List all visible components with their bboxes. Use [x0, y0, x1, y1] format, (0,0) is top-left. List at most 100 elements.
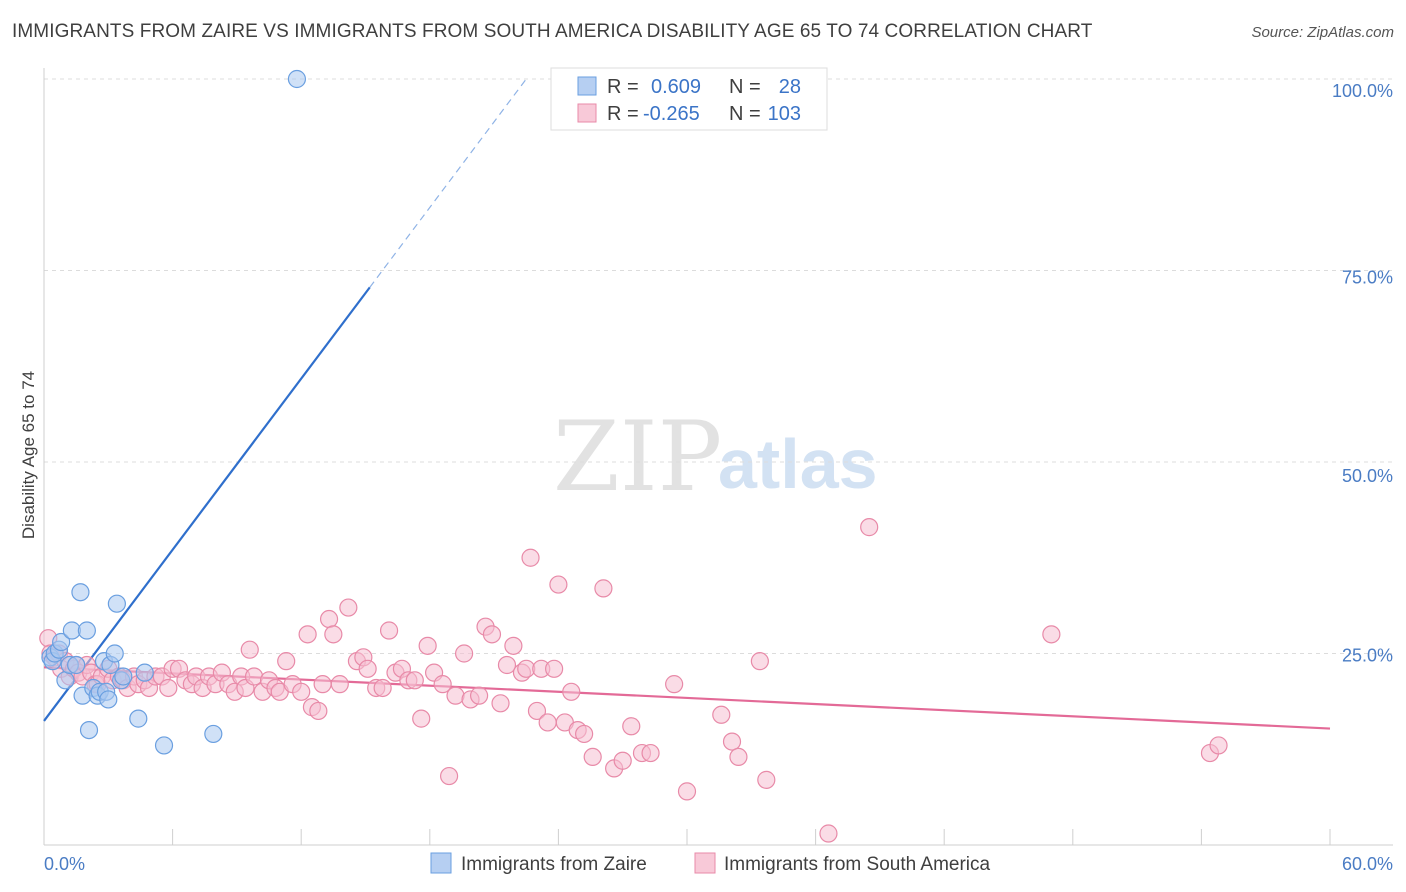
- point-series0-8: [67, 655, 86, 675]
- point-series0-9: [71, 583, 90, 602]
- legend-swatch-south-america: [577, 103, 597, 123]
- axes: [43, 68, 1393, 846]
- point-series0-24: [129, 709, 148, 728]
- watermark-atlas: atlas: [718, 425, 878, 503]
- point-series1-102: [677, 782, 697, 801]
- x-tick-label-min: 0.0%: [44, 854, 85, 874]
- point-series0-21: [107, 594, 126, 613]
- point-series1-100: [641, 743, 660, 763]
- point-series1-55: [324, 625, 343, 644]
- legend-n-value-2: 103: [768, 103, 801, 125]
- point-series1-107: [757, 770, 776, 789]
- watermark-zip: ZIP: [553, 401, 722, 513]
- point-series1-95: [594, 579, 613, 598]
- gridlines: 25.0% 50.0% 75.0% 100.0%: [44, 78, 1393, 666]
- source-credit: Source: ZipAtlas.com: [1251, 24, 1394, 41]
- point-series1-108: [819, 824, 838, 843]
- y-axis-title: Disability Age 65 to 74: [19, 371, 38, 539]
- point-series1-94: [583, 747, 602, 767]
- point-series1-87: [538, 713, 557, 732]
- point-series0-28: [287, 69, 307, 89]
- point-series1-79: [491, 694, 510, 713]
- point-series0-26: [154, 736, 174, 755]
- point-series1-104: [722, 732, 742, 751]
- point-series1-81: [504, 636, 523, 655]
- data-points: [39, 69, 1228, 843]
- point-series1-80: [497, 655, 517, 675]
- trend-line-zaire: [43, 286, 371, 722]
- point-series1-60: [358, 659, 377, 678]
- y-tick-label-50: 50.0%: [1342, 466, 1393, 486]
- point-series1-103: [712, 705, 731, 724]
- point-series1-98: [622, 717, 641, 736]
- bottom-legend-label-south-america: Immigrants from South America: [724, 854, 991, 875]
- point-series1-88: [545, 659, 564, 678]
- point-series1-72: [439, 766, 459, 786]
- y-tick-label-25: 25.0%: [1342, 646, 1393, 666]
- point-series1-101: [665, 675, 684, 694]
- point-series0-23: [114, 667, 133, 686]
- point-series1-57: [339, 598, 358, 617]
- point-series0-4: [52, 632, 71, 652]
- point-series1-91: [562, 682, 581, 701]
- point-series0-12: [79, 720, 99, 740]
- x-tick-label-max: 60.0%: [1342, 854, 1393, 874]
- legend-r-label-2: R =: [607, 103, 639, 125]
- point-series1-109: [860, 518, 879, 537]
- legend-r-value-1: 0.609: [651, 76, 701, 98]
- point-series1-89: [549, 575, 568, 594]
- point-series1-52: [309, 701, 328, 721]
- point-series0-25: [135, 663, 154, 682]
- point-series1-41: [240, 640, 259, 659]
- point-series1-53: [313, 675, 332, 694]
- point-series1-49: [292, 682, 311, 701]
- point-series1-71: [433, 675, 452, 694]
- point-series1-63: [379, 621, 399, 640]
- chart-title: IMMIGRANTS FROM ZAIRE VS IMMIGRANTS FROM…: [12, 21, 1093, 42]
- legend-n-label-1: N =: [729, 76, 761, 98]
- point-series1-74: [454, 644, 474, 663]
- point-series1-73: [446, 686, 465, 705]
- point-series1-50: [298, 625, 317, 644]
- point-series0-11: [77, 621, 96, 640]
- point-series1-47: [277, 652, 296, 671]
- point-series1-54: [319, 609, 339, 629]
- point-series1-56: [330, 675, 349, 694]
- point-series1-69: [418, 636, 437, 655]
- watermark: ZIP atlas: [553, 401, 878, 513]
- point-series0-27: [204, 724, 223, 744]
- point-series0-20: [105, 644, 124, 663]
- bottom-legend-swatch-zaire: [430, 852, 452, 874]
- legend-box: [550, 67, 828, 131]
- point-series1-76: [469, 686, 489, 705]
- legend-n-value-1: 28: [779, 76, 801, 98]
- point-series0-18: [99, 690, 118, 709]
- y-tick-label-75: 75.0%: [1342, 268, 1393, 288]
- point-series1-84: [521, 548, 540, 567]
- bottom-legend: Immigrants from Zaire Immigrants from So…: [430, 852, 991, 875]
- point-series1-110: [1042, 625, 1061, 644]
- point-series0-5: [56, 671, 75, 690]
- point-series1-42: [244, 667, 264, 686]
- point-series1-27: [159, 678, 178, 698]
- legend-swatch-zaire: [577, 76, 597, 96]
- point-series1-62: [373, 678, 392, 698]
- point-series1-106: [750, 652, 769, 671]
- point-series1-78: [482, 625, 502, 644]
- legend-n-label-2: N =: [729, 103, 761, 125]
- legend-r-label-1: R =: [607, 76, 639, 98]
- y-tick-label-100: 100.0%: [1332, 81, 1393, 101]
- trend-line-zaire-extension: [369, 78, 527, 288]
- point-series1-85: [527, 701, 547, 721]
- bottom-legend-label-zaire: Immigrants from Zaire: [461, 854, 647, 875]
- point-series1-112: [1209, 736, 1228, 755]
- bottom-legend-swatch-south-america: [694, 852, 716, 874]
- legend-r-value-2: -0.265: [643, 103, 700, 125]
- point-series1-97: [613, 751, 632, 770]
- point-series1-67: [405, 671, 424, 690]
- point-series1-68: [412, 709, 431, 728]
- point-series1-105: [729, 747, 748, 767]
- point-series1-93: [575, 724, 594, 744]
- legend: R = 0.609 N = 28 R = -0.265 N = 103: [550, 67, 828, 131]
